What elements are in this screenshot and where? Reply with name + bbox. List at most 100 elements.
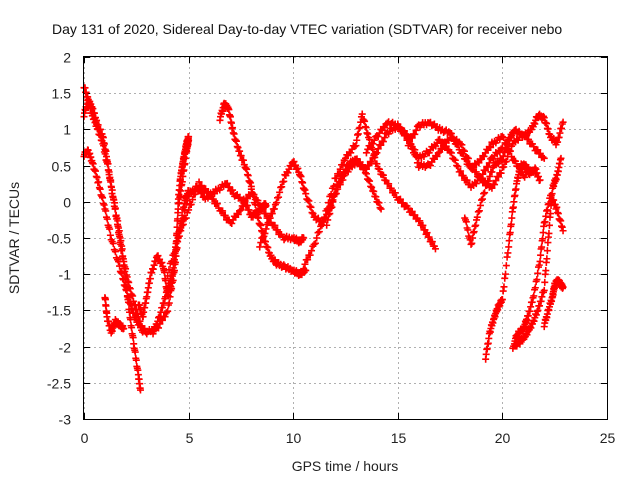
data-point-marker: [259, 205, 267, 213]
data-point-marker: [122, 265, 130, 273]
data-point-marker: [161, 268, 169, 276]
data-point-marker: [419, 221, 427, 229]
data-point-marker: [408, 207, 416, 215]
data-point-marker: [416, 217, 424, 225]
data-point-marker: [306, 251, 314, 259]
data-point-marker: [434, 149, 442, 157]
data-point-marker: [463, 176, 471, 184]
data-point-marker: [491, 181, 499, 189]
data-point-marker: [327, 204, 335, 212]
data-point-marker: [488, 168, 496, 176]
y-tick-label: 1: [63, 122, 71, 138]
data-point-marker: [477, 196, 485, 204]
data-point-marker: [165, 266, 173, 274]
data-point-marker: [300, 265, 308, 273]
data-point-marker: [368, 183, 376, 191]
data-point-marker: [177, 227, 185, 235]
x-tick-label: 20: [495, 430, 511, 446]
data-point-marker: [102, 207, 110, 215]
data-point-marker: [262, 225, 270, 233]
data-point-marker: [209, 195, 217, 203]
data-point-marker: [118, 247, 126, 255]
data-point-marker: [339, 176, 347, 184]
data-point-marker: [540, 286, 548, 294]
data-point-marker: [164, 272, 172, 280]
data-point-marker: [225, 183, 233, 191]
plot-frame: [83, 56, 608, 420]
data-point-marker: [372, 193, 380, 201]
data-point-marker: [498, 296, 506, 304]
data-point-marker: [423, 229, 431, 237]
data-point-marker: [539, 235, 547, 243]
data-point-marker: [545, 229, 553, 237]
data-point-marker: [265, 219, 273, 227]
data-point-marker: [111, 248, 119, 256]
data-point-marker: [488, 184, 496, 192]
data-point-marker: [559, 118, 567, 126]
data-point-marker: [433, 152, 441, 160]
data-point-marker: [164, 307, 172, 315]
data-point-marker: [536, 257, 544, 265]
data-point-marker: [557, 154, 565, 162]
data-point-marker: [381, 134, 389, 142]
y-tick-label: -2: [59, 340, 72, 356]
data-point-marker: [332, 174, 340, 182]
data-point-marker: [502, 262, 510, 270]
data-point-marker: [106, 225, 114, 233]
data-point-marker: [175, 232, 183, 240]
data-point-marker: [387, 184, 395, 192]
data-point-marker: [251, 201, 259, 209]
data-point-marker: [559, 283, 567, 291]
data-point-marker: [336, 181, 344, 189]
data-markers: [80, 84, 567, 394]
data-point-marker: [104, 160, 112, 168]
data-point-marker: [492, 177, 500, 185]
data-point-marker: [202, 185, 210, 193]
data-point-marker: [438, 145, 446, 153]
data-point-marker: [109, 240, 117, 248]
data-point-marker: [457, 167, 465, 175]
data-point-marker: [174, 233, 182, 241]
data-point-marker: [240, 202, 248, 210]
data-point-marker: [447, 130, 455, 138]
data-point-marker: [545, 221, 553, 229]
data-point-marker: [366, 135, 374, 143]
data-point-marker: [243, 195, 251, 203]
series-arc-17: [509, 154, 565, 352]
data-point-marker: [454, 163, 462, 171]
data-point-marker: [278, 183, 286, 191]
data-point-marker: [110, 195, 118, 203]
data-point-marker: [369, 154, 377, 162]
data-point-marker: [131, 348, 139, 356]
data-point-marker: [173, 244, 181, 252]
data-point-marker: [339, 161, 347, 169]
data-point-marker: [195, 178, 203, 186]
data-point-marker: [396, 124, 404, 132]
y-tick-label: 0.5: [52, 159, 72, 175]
series-arc-3: [80, 96, 147, 336]
data-point-marker: [404, 142, 412, 150]
data-point-marker: [541, 278, 549, 286]
data-point-marker: [507, 220, 515, 228]
data-point-marker: [451, 156, 459, 164]
data-point-marker: [538, 243, 546, 251]
data-point-marker: [412, 153, 420, 161]
data-point-marker: [479, 195, 487, 203]
data-point-marker: [259, 234, 267, 242]
data-point-marker: [185, 133, 193, 141]
data-point-marker: [377, 141, 385, 149]
data-point-marker: [506, 147, 514, 155]
data-point-marker: [431, 245, 439, 253]
y-tick-label: -2.5: [47, 376, 71, 392]
y-tick-label: -1.5: [47, 303, 71, 319]
x-tick-label: 15: [391, 430, 407, 446]
data-point-marker: [229, 186, 237, 194]
data-point-marker: [307, 203, 315, 211]
data-point-marker: [306, 202, 314, 210]
data-point-marker: [257, 239, 265, 247]
data-point-marker: [474, 208, 482, 216]
data-point-marker: [173, 237, 181, 245]
data-point-marker: [365, 162, 373, 170]
data-point-marker: [236, 207, 244, 215]
